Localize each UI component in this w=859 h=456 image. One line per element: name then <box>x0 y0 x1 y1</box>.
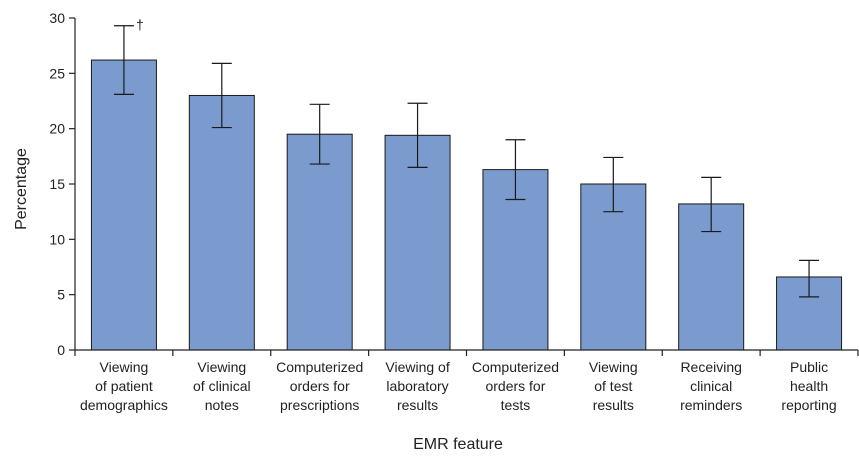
x-category-label: clinical <box>690 378 732 394</box>
x-category-label: Computerized <box>472 359 559 375</box>
x-category-label: prescriptions <box>280 397 359 413</box>
y-tick-label: 15 <box>49 176 65 192</box>
labels-layer: 0 5 10 15 20 25 30 Viewing of patient demographic… <box>49 10 836 413</box>
axes-layer <box>69 17 859 356</box>
y-tick-label: 25 <box>49 65 65 81</box>
x-category-label: Receiving <box>680 359 741 375</box>
x-category-label: of clinical <box>193 378 251 394</box>
y-axis-title: Percentage <box>13 148 30 230</box>
y-tick-label: 20 <box>49 121 65 137</box>
x-category-label: results <box>593 397 634 413</box>
x-category-label: notes <box>205 397 239 413</box>
x-category-label: results <box>397 397 438 413</box>
x-category-label: Public <box>790 359 828 375</box>
bar <box>188 94 255 351</box>
bar <box>90 59 157 351</box>
error-bars-layer <box>113 25 820 298</box>
x-category-label: health <box>790 378 828 394</box>
x-category-label: Viewing <box>100 359 149 375</box>
y-tick-label: 10 <box>49 231 65 247</box>
y-tick-label: 30 <box>49 10 65 26</box>
annotation-dagger: † <box>136 17 144 33</box>
x-category-label: orders for <box>485 378 545 394</box>
y-tick-label: 0 <box>57 342 65 358</box>
x-category-label: Computerized <box>276 359 363 375</box>
x-category-label: orders for <box>290 378 350 394</box>
x-category-label: reminders <box>680 397 742 413</box>
x-category-label: laboratory <box>386 378 448 394</box>
x-category-label: Viewing <box>197 359 246 375</box>
bar <box>286 133 353 351</box>
y-tick-label: 5 <box>57 287 65 303</box>
bars-layer <box>90 59 843 351</box>
x-category-label: Viewing of <box>385 359 449 375</box>
x-category-label: of patient <box>95 378 153 394</box>
x-category-label: tests <box>501 397 531 413</box>
x-axis-title: EMR feature <box>413 436 503 453</box>
x-category-label: of test <box>594 378 632 394</box>
x-category-label: Viewing <box>589 359 638 375</box>
bar <box>384 134 451 351</box>
x-category-label: reporting <box>781 397 836 413</box>
x-category-label: demographics <box>80 397 168 413</box>
